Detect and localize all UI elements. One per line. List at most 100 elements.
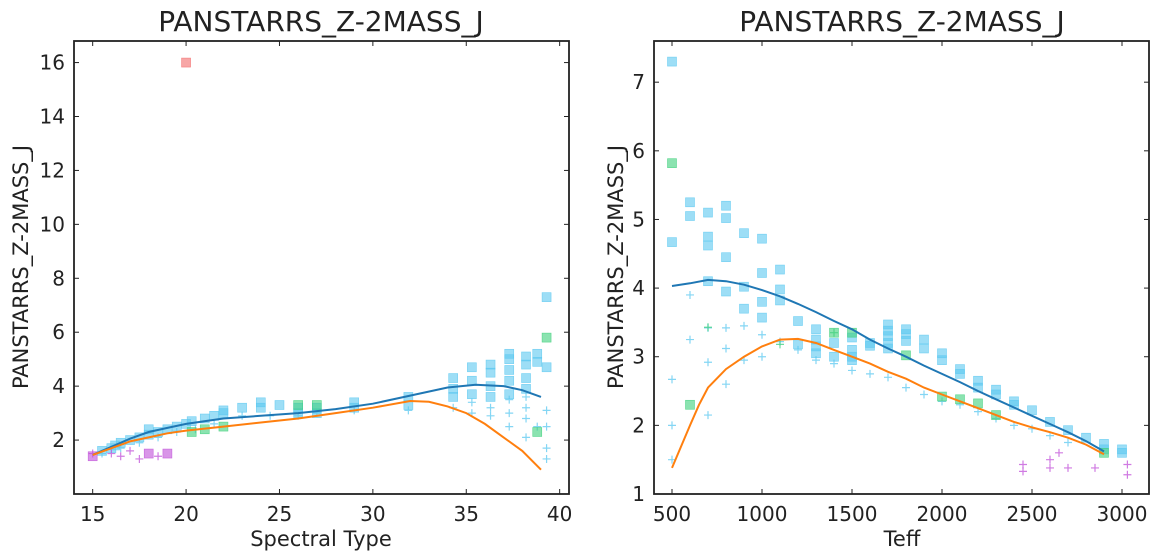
chart-title: PANSTARRS_Z-2MASS_J: [739, 5, 1064, 38]
scatter-point: [829, 338, 839, 348]
scatter-point: [293, 400, 303, 410]
x-tick-label: 2500: [1007, 502, 1058, 526]
scatter-point: [448, 392, 458, 402]
chart-title: PANSTARRS_Z-2MASS_J: [158, 5, 483, 38]
marks-layer: [87, 57, 552, 471]
scatter-point: [830, 328, 838, 337]
scatter-point: [143, 424, 154, 435]
scatter-point: [1046, 455, 1054, 464]
y-tick-label: 2: [52, 428, 65, 452]
y-tick-label: 4: [632, 276, 645, 300]
scatter-point: [703, 231, 713, 242]
scatter-point: [521, 359, 531, 370]
scatter-point: [758, 330, 766, 339]
scatter-point: [686, 290, 694, 299]
y-tick-label: 3: [632, 345, 645, 369]
scatter-point: [541, 292, 552, 302]
scatter-point: [722, 380, 730, 389]
trend-line: [92, 399, 542, 471]
scatter-point: [218, 405, 229, 416]
scatter-point: [521, 351, 531, 362]
scatter-point: [757, 297, 767, 307]
scatter-point: [532, 348, 543, 359]
y-tick-label: 5: [632, 207, 645, 231]
scatter-point: [542, 406, 551, 415]
scatter-point: [686, 335, 694, 344]
scatter-point: [1091, 463, 1099, 472]
scatter-point: [685, 211, 695, 221]
scatter-point: [812, 356, 820, 365]
chart-panel-spectral-type: PANSTARRS_Z-2MASS_J 15 20 25 30 35 40 2 4 6 8 10 12…: [9, 5, 572, 551]
scatter-point: [210, 419, 219, 428]
scatter-point: [721, 252, 731, 263]
scatter-point: [448, 373, 458, 383]
scatter-point: [722, 323, 730, 332]
scatter-point: [848, 366, 856, 375]
scatter-point: [937, 355, 947, 365]
scatter-point: [541, 332, 552, 343]
scatter-point: [830, 359, 838, 368]
scatter-point: [404, 406, 413, 415]
scatter-point: [1019, 460, 1027, 469]
scatter-point: [522, 403, 531, 412]
y-tick-label: 16: [40, 51, 65, 75]
scatter-point: [1064, 438, 1072, 447]
scatter-point: [703, 207, 713, 218]
scatter-point: [775, 284, 785, 295]
scatter-point: [920, 390, 928, 399]
y-tick-label: 6: [52, 320, 65, 344]
scatter-point: [532, 357, 543, 367]
scatter-point: [1055, 448, 1063, 457]
scatter-point: [162, 448, 173, 459]
scatter-point: [505, 409, 514, 418]
scatter-point: [485, 392, 496, 402]
scatter-point: [486, 403, 495, 412]
scatter-point: [685, 197, 695, 208]
scatter-point: [704, 411, 712, 420]
scatter-point: [486, 411, 495, 420]
scatter-point: [274, 400, 285, 410]
x-tick-label: 30: [360, 502, 385, 526]
scatter-point: [255, 397, 266, 408]
y-tick-label: 6: [632, 139, 645, 163]
scatter-point: [739, 303, 749, 314]
scatter-point: [116, 452, 125, 461]
scatter-point: [1123, 470, 1132, 479]
scatter-point: [757, 233, 767, 244]
y-axis-label: PANSTARRS_Z-2MASS_J: [9, 145, 34, 389]
y-axis-label: PANSTARRS_Z-2MASS_J: [604, 145, 629, 389]
scatter-point: [668, 375, 676, 384]
scatter-point: [143, 448, 154, 459]
scatter-point: [775, 264, 785, 275]
scatter-point: [757, 312, 767, 323]
scatter-point: [668, 421, 676, 430]
scatter-point: [504, 365, 515, 375]
ticks-layer: 500 1000 1500 2000 2500 3000 1 2 3 4 5 6 7: [632, 41, 1149, 526]
scatter-point: [919, 334, 929, 345]
scatter-point: [866, 369, 874, 378]
scatter-point: [757, 268, 767, 278]
scatter-point: [186, 416, 197, 426]
x-tick-label: 25: [267, 502, 292, 526]
y-tick-label: 4: [52, 374, 65, 398]
x-tick-label: 1500: [827, 502, 878, 526]
scatter-point: [541, 362, 552, 373]
scatter-point: [485, 359, 496, 370]
scatter-point: [740, 321, 748, 330]
scatter-point: [721, 286, 731, 297]
scatter-point: [467, 389, 477, 400]
scatter-point: [884, 373, 892, 382]
x-tick-label: 2000: [917, 502, 968, 526]
scatter-point: [758, 352, 766, 361]
chart-panel-teff: PANSTARRS_Z-2MASS_J 500 1000 1500 2000 2500 3…: [604, 5, 1150, 551]
scatter-point: [973, 382, 983, 393]
scatter-point: [154, 452, 163, 461]
x-tick-label: 35: [454, 502, 479, 526]
scatter-point: [1019, 467, 1027, 476]
scatter-point: [721, 200, 731, 211]
marks-layer: [667, 56, 1132, 479]
scatter-point: [135, 454, 144, 463]
scatter-point: [955, 369, 965, 379]
scatter-point: [1046, 463, 1054, 472]
